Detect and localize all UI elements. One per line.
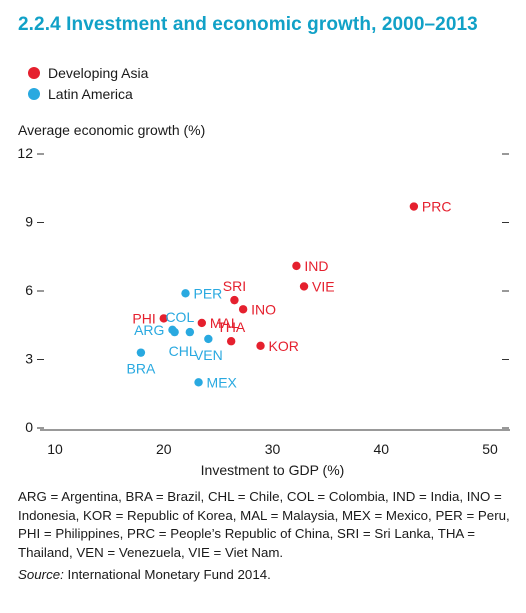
legend-label-latin-america: Latin America — [48, 85, 133, 102]
y-tick-label: 0 — [25, 419, 33, 435]
x-axis-label: Investment to GDP (%) — [201, 462, 345, 478]
data-label-tha: THA — [217, 319, 246, 335]
data-point-mal — [197, 318, 207, 328]
data-point-col — [185, 327, 195, 337]
data-point-phi — [159, 314, 168, 323]
data-point-tha — [226, 337, 236, 346]
data-label-mex: MEX — [207, 374, 238, 390]
x-tick-label: 40 — [373, 441, 389, 457]
footnote: ARG = Argentina, BRA = Brazil, CHL = Chi… — [18, 489, 510, 560]
data-label-mal: MAL — [210, 315, 239, 331]
data-label-col: COL — [165, 309, 194, 325]
x-tick-label: 20 — [156, 441, 172, 457]
y-axis-label: Average economic growth (%) — [18, 122, 206, 138]
y-tick-label: 12 — [17, 145, 33, 161]
data-label-ind: IND — [304, 258, 328, 274]
legend-item-developing-asia: Developing Asia — [18, 62, 148, 83]
y-tick-label: 3 — [25, 351, 33, 367]
legend: Developing Asia Latin America — [18, 62, 148, 104]
legend-item-latin-america: Latin America — [18, 83, 148, 104]
y-tick-label: 9 — [25, 214, 33, 230]
data-label-kor: KOR — [269, 338, 299, 354]
source-note: Source: International Monetary Fund 2014… — [18, 567, 271, 582]
data-point-mex — [194, 378, 203, 387]
data-point-chl — [170, 327, 179, 337]
data-label-phi: PHI — [132, 310, 155, 326]
data-point-prc — [409, 202, 419, 211]
data-label-vie: VIE — [312, 278, 335, 294]
data-point-vie — [299, 282, 309, 291]
data-label-prc: PRC — [422, 199, 452, 215]
data-point-ven — [204, 334, 213, 344]
chart-title: 2.2.4 Investment and economic growth, 20… — [18, 14, 478, 35]
data-label-ino: INO — [251, 301, 276, 317]
data-label-per: PER — [194, 285, 223, 301]
x-tick-label: 10 — [47, 441, 63, 457]
data-label-sri: SRI — [223, 278, 246, 294]
legend-label-developing-asia: Developing Asia — [48, 64, 149, 81]
data-point-sri — [230, 295, 239, 305]
source-label: Source: — [18, 567, 64, 582]
data-point-ind — [292, 261, 301, 271]
data-point-ino — [238, 305, 248, 314]
y-tick-label: 6 — [25, 282, 33, 298]
source-text: International Monetary Fund 2014. — [63, 567, 271, 582]
data-point-kor — [256, 341, 265, 350]
scatter-plot: 0 3 6 9 12 10 20 30 40 50 Investment to GDP (%) PRC… — [17, 145, 510, 478]
data-label-bra: BRA — [127, 361, 156, 377]
data-label-arg: ARG — [134, 322, 164, 338]
data-point-bra — [136, 348, 146, 357]
data-point-per — [181, 289, 190, 298]
x-tick-label: 50 — [482, 441, 498, 457]
data-label-chl: CHL — [169, 343, 197, 359]
x-tick-label: 30 — [265, 441, 281, 457]
legend-marker-developing-asia — [28, 66, 40, 79]
data-label-ven: VEN — [194, 347, 223, 363]
legend-marker-latin-america — [28, 87, 40, 100]
